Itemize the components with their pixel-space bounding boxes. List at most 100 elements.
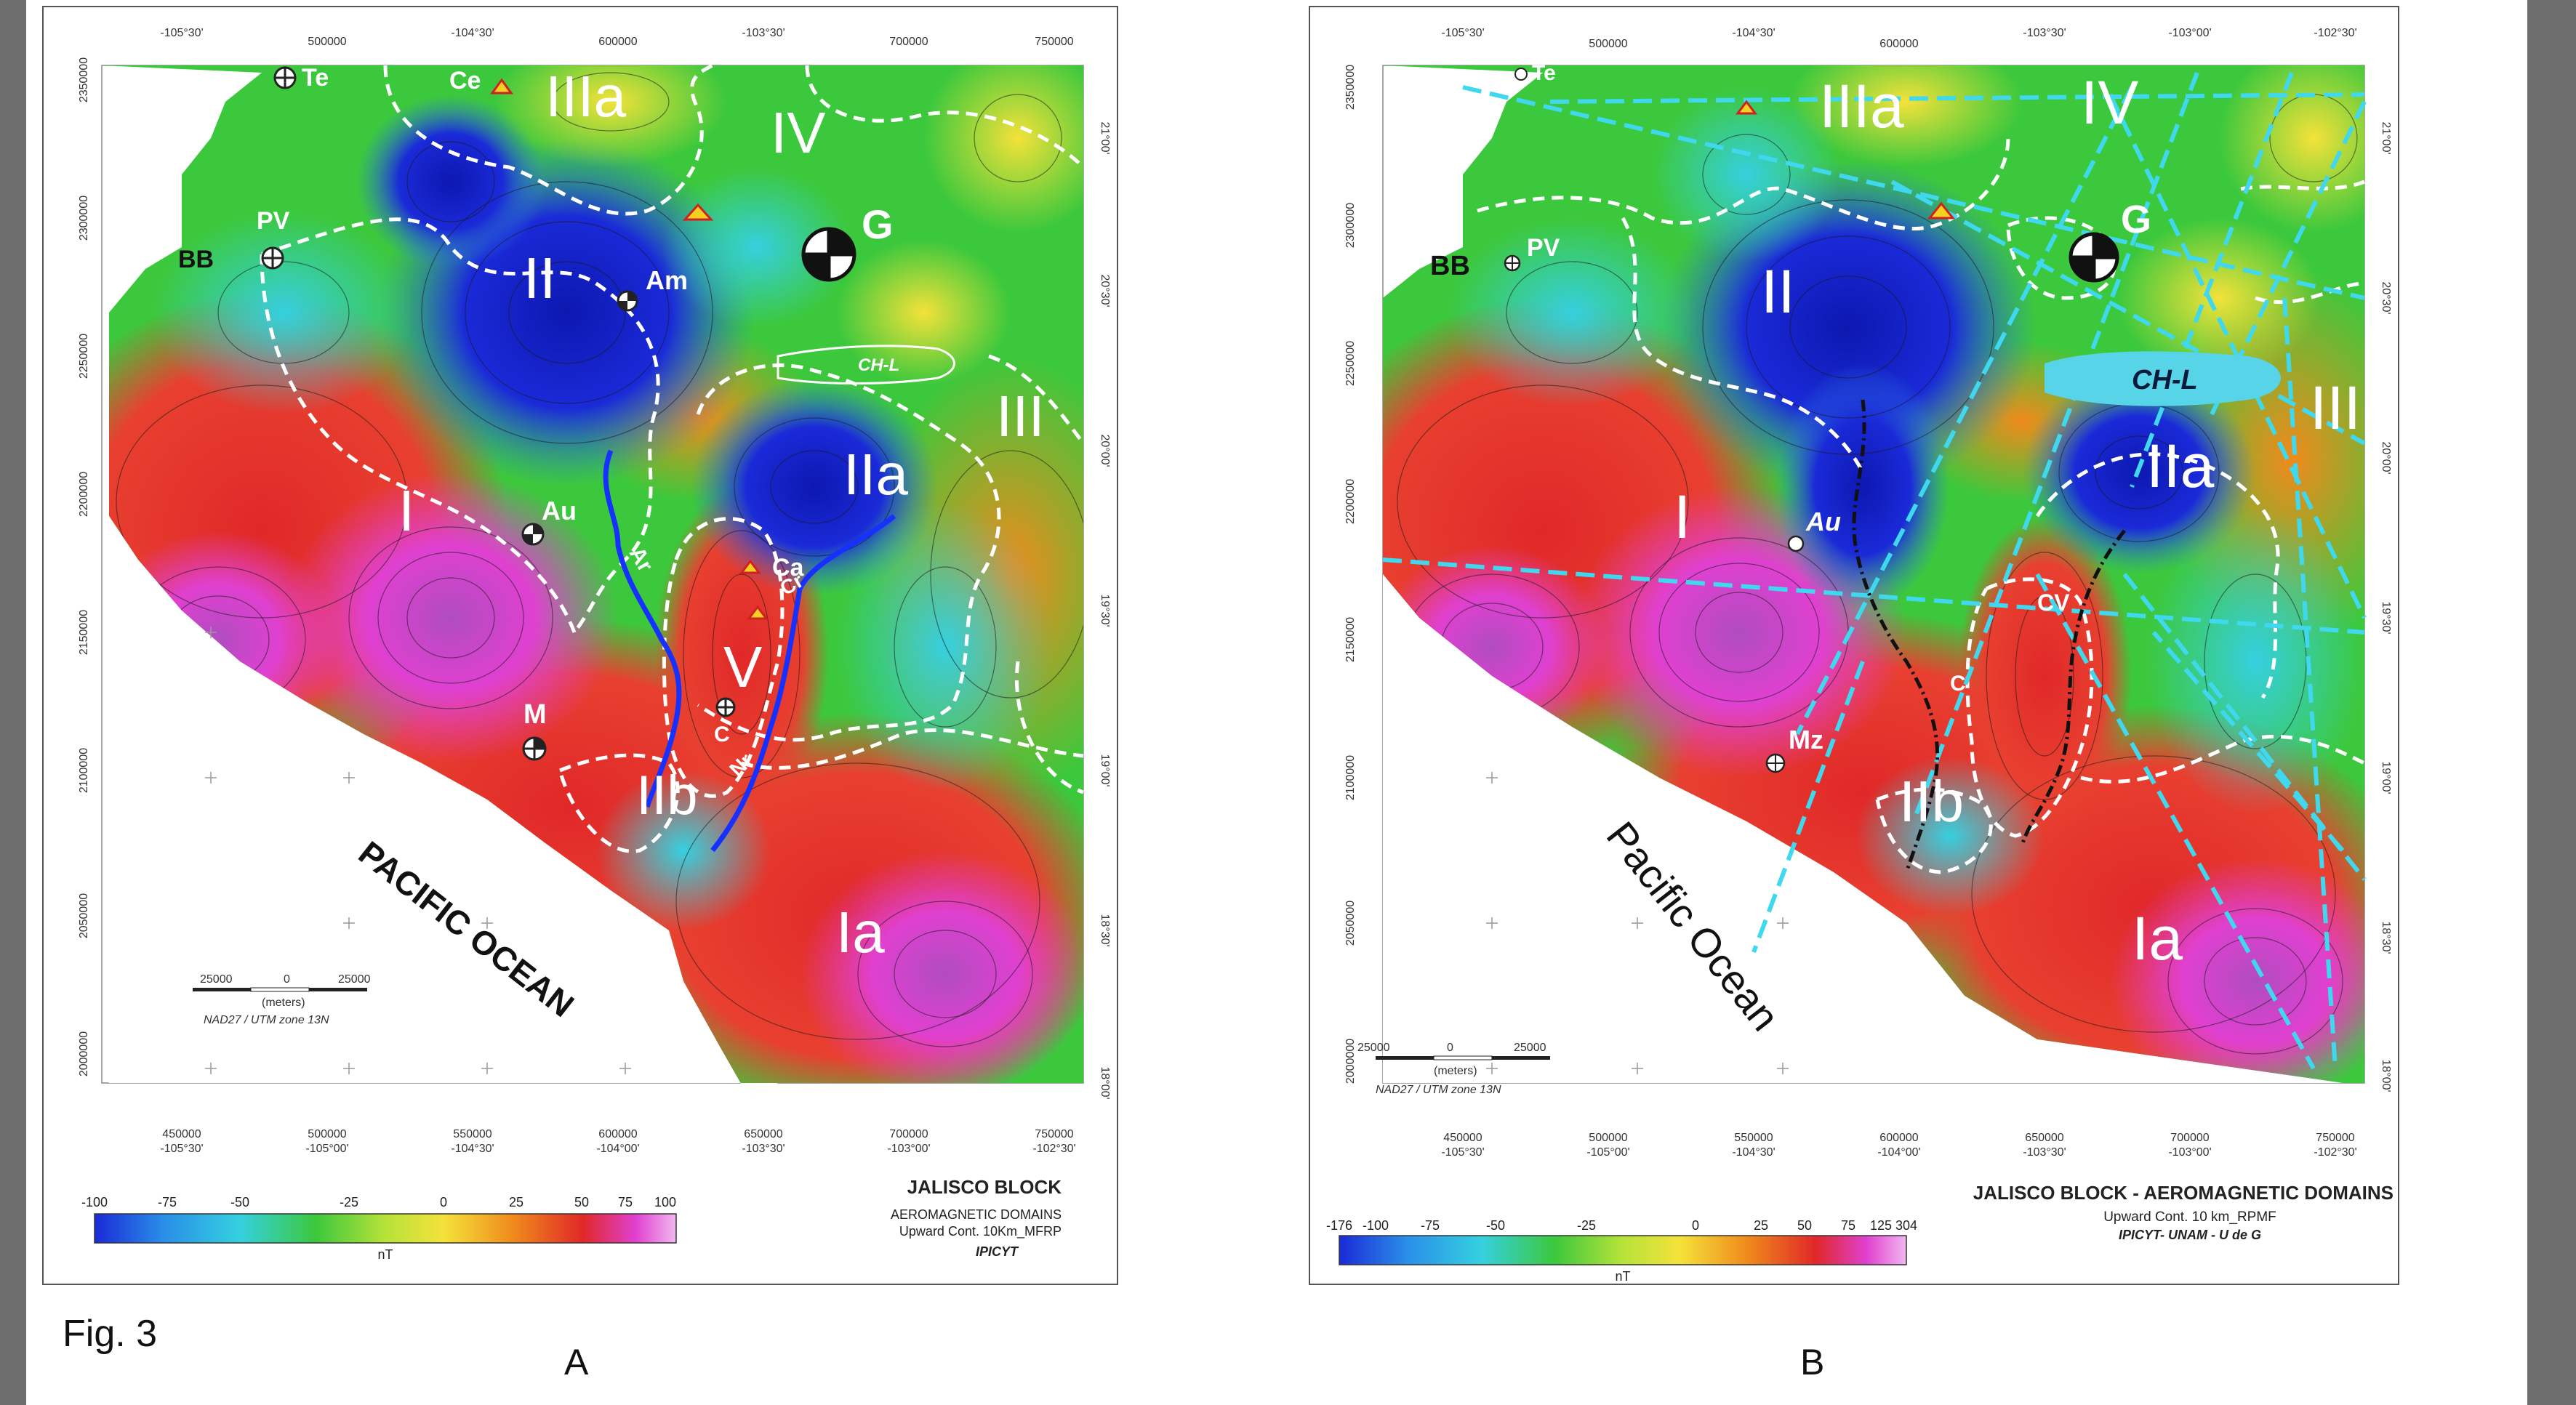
colorbar-tick: 0 xyxy=(1692,1218,1699,1233)
colorbar-tick: 304 xyxy=(1895,1218,1917,1233)
domain-label-i-a: I xyxy=(398,478,414,543)
lon-label: -104°00' xyxy=(1877,1146,1920,1159)
town-label-c: C xyxy=(714,722,730,746)
map-subtitle-a1: AEROMAGNETIC DOMAINS xyxy=(891,1207,1062,1222)
town-marker xyxy=(1787,535,1805,552)
northing-label: 2000000 xyxy=(78,1031,90,1076)
lon-label: -105°00' xyxy=(305,1143,348,1155)
lon-label: -105°30' xyxy=(1441,1146,1484,1159)
town-marker xyxy=(521,523,545,546)
town-markers-b xyxy=(1504,68,2119,773)
easting-label: 650000 xyxy=(744,1128,782,1140)
lon-label: -102°30' xyxy=(2314,1146,2356,1159)
grid-crosses-b xyxy=(1486,772,1789,1074)
slide: CH-L Ar Cr Nr IIIa IV II I IIa III V IIb… xyxy=(26,0,2527,1405)
domain-label-iib-a: IIb xyxy=(636,765,698,826)
lon-top-label: -104°30' xyxy=(451,27,494,39)
easting-label: 700000 xyxy=(889,1128,928,1140)
town-marker xyxy=(715,697,736,717)
lat-label: 20°30' xyxy=(2380,281,2392,314)
map-credit-b: IPICYT- UNAM - U de G xyxy=(2119,1228,2261,1242)
scale-left-label-b: 25000 xyxy=(1357,1042,1390,1054)
scale-bar-a: 25000 0 25000 (meters) NAD27 / UTM zone … xyxy=(193,973,371,1026)
volcano-icon xyxy=(1736,100,1757,115)
colorbar-tick: -50 xyxy=(230,1195,249,1209)
colorbar-tick: 0 xyxy=(440,1195,447,1209)
northing-label: 2100000 xyxy=(1344,755,1357,800)
lon-top-label: -105°30' xyxy=(1441,27,1484,39)
northing-label: 2150000 xyxy=(1344,617,1357,662)
domain-label-ii-b: II xyxy=(1761,257,1795,326)
lat-label: 19°00' xyxy=(1099,754,1111,786)
domain-label-iia-a: IIa xyxy=(843,442,908,507)
lon-label: -105°30' xyxy=(160,1143,203,1155)
lat-label: 18°00' xyxy=(2380,1059,2392,1092)
easting-label: 500000 xyxy=(308,1128,346,1140)
town-label-m: M xyxy=(523,699,547,730)
volcano-icon xyxy=(490,78,513,94)
town-marker xyxy=(1504,254,1521,272)
colorbar-tick: -75 xyxy=(158,1195,177,1209)
lat-label: 18°00' xyxy=(1099,1066,1111,1099)
scale-mid-label-b: 0 xyxy=(1447,1042,1453,1054)
northing-label: 2050000 xyxy=(78,893,90,938)
colorbar-tick: -100 xyxy=(81,1195,108,1209)
colorbar-tick: -25 xyxy=(1577,1218,1596,1233)
volcano-icon xyxy=(682,203,714,221)
domain-label-iib-b: IIb xyxy=(1899,769,1964,834)
projection-label-b: NAD27 / UTM zone 13N xyxy=(1376,1084,1501,1096)
easting-label: 650000 xyxy=(2025,1132,2063,1144)
lake-shape-b xyxy=(2045,351,2281,406)
domain-label-ii-a: II xyxy=(523,246,555,310)
lon-top-label: 600000 xyxy=(598,36,637,48)
domain-label-ia-b: Ia xyxy=(2132,904,2183,973)
lake-outline-a xyxy=(777,345,955,385)
panel-b-label: B xyxy=(1800,1342,1825,1382)
lon-label: -105°00' xyxy=(1586,1146,1629,1159)
volcano-icon xyxy=(747,605,769,620)
easting-label: 750000 xyxy=(2316,1132,2354,1144)
lat-label: 18°30' xyxy=(1099,914,1111,946)
town-marker xyxy=(617,290,638,312)
northing-label: 2300000 xyxy=(78,196,90,241)
lon-label: -104°30' xyxy=(1732,1146,1775,1159)
lake-label-a: CH-L xyxy=(858,355,899,375)
domain-boundaries-a xyxy=(260,63,1086,853)
title-block-b: JALISCO BLOCK - AEROMAGNETIC DOMAINS Upw… xyxy=(1973,1182,2394,1242)
northing-label: 2300000 xyxy=(1344,203,1357,248)
easting-top-label: 600000 xyxy=(1879,38,1918,50)
easting-label: 550000 xyxy=(1734,1132,1773,1144)
faults-b xyxy=(1852,399,2126,873)
town-label-pv-b: PV xyxy=(1527,234,1560,262)
lat-label: 20°30' xyxy=(1099,274,1111,307)
lon-label: -104°30' xyxy=(451,1143,494,1155)
colorbar-tick: 25 xyxy=(1754,1218,1768,1233)
town-marker xyxy=(1514,68,1528,81)
town-label-am: Am xyxy=(646,265,688,295)
map-title-b: JALISCO BLOCK - AEROMAGNETIC DOMAINS xyxy=(1973,1182,2394,1204)
northing-label: 2000000 xyxy=(1344,1039,1357,1084)
rivers-a xyxy=(603,449,896,853)
lon-top-label: -102°30' xyxy=(2314,27,2356,39)
ocean-area-a xyxy=(109,516,778,1098)
domain-label-ia-a: Ia xyxy=(836,900,885,965)
easting-label: 600000 xyxy=(1879,1132,1918,1144)
northing-label: 2250000 xyxy=(78,334,90,379)
colorbar-tick: -100 xyxy=(1363,1218,1389,1233)
map-subtitle-b: Upward Cont. 10 km_RPMF xyxy=(2103,1209,2276,1225)
lon-label: -103°00' xyxy=(887,1143,930,1155)
domain-label-iii-b: III xyxy=(2310,374,2361,442)
town-label-g: G xyxy=(862,201,894,247)
lon-top-label: -104°30' xyxy=(1732,27,1775,39)
domain-label-v-a: V xyxy=(723,635,763,699)
easting-label: 550000 xyxy=(453,1128,491,1140)
northing-label: 2100000 xyxy=(78,748,90,793)
town-marker xyxy=(2069,232,2119,283)
easting-label: 750000 xyxy=(1035,1128,1073,1140)
northing-label: 2200000 xyxy=(1344,479,1357,524)
colorbar-unit: nT xyxy=(377,1247,393,1262)
northing-label: 2050000 xyxy=(1344,901,1357,946)
colorbar-tick: 125 xyxy=(1870,1218,1892,1233)
lat-label: 19°30' xyxy=(2380,601,2392,634)
colorbar-tick: -176 xyxy=(1326,1218,1352,1233)
